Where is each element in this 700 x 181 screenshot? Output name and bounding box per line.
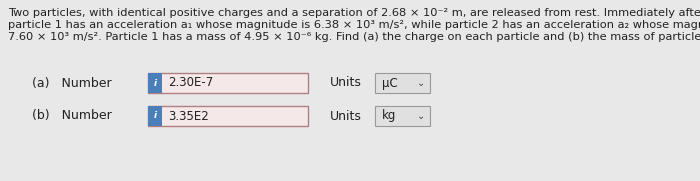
Text: 2.30E-7: 2.30E-7 bbox=[168, 77, 214, 89]
Text: ⌄: ⌄ bbox=[417, 78, 425, 88]
Text: ⌄: ⌄ bbox=[417, 111, 425, 121]
Text: μC: μC bbox=[382, 77, 398, 89]
Text: i: i bbox=[153, 111, 157, 121]
Text: Units: Units bbox=[330, 110, 362, 123]
FancyBboxPatch shape bbox=[375, 106, 430, 126]
Text: Two particles, with identical positive charges and a separation of 2.68 × 10⁻² m: Two particles, with identical positive c… bbox=[8, 8, 700, 18]
Text: i: i bbox=[153, 79, 157, 87]
Text: (a)   Number: (a) Number bbox=[32, 77, 111, 89]
Text: 3.35E2: 3.35E2 bbox=[168, 110, 209, 123]
Text: 7.60 × 10³ m/s². Particle 1 has a mass of 4.95 × 10⁻⁶ kg. Find (a) the charge on: 7.60 × 10³ m/s². Particle 1 has a mass o… bbox=[8, 32, 700, 42]
FancyBboxPatch shape bbox=[375, 73, 430, 93]
FancyBboxPatch shape bbox=[148, 73, 308, 93]
FancyBboxPatch shape bbox=[148, 73, 162, 93]
Text: Units: Units bbox=[330, 77, 362, 89]
Text: (b)   Number: (b) Number bbox=[32, 110, 112, 123]
Text: kg: kg bbox=[382, 110, 396, 123]
FancyBboxPatch shape bbox=[148, 106, 162, 126]
FancyBboxPatch shape bbox=[148, 106, 308, 126]
Text: particle 1 has an acceleration a₁ whose magnitude is 6.38 × 10³ m/s², while part: particle 1 has an acceleration a₁ whose … bbox=[8, 20, 700, 30]
